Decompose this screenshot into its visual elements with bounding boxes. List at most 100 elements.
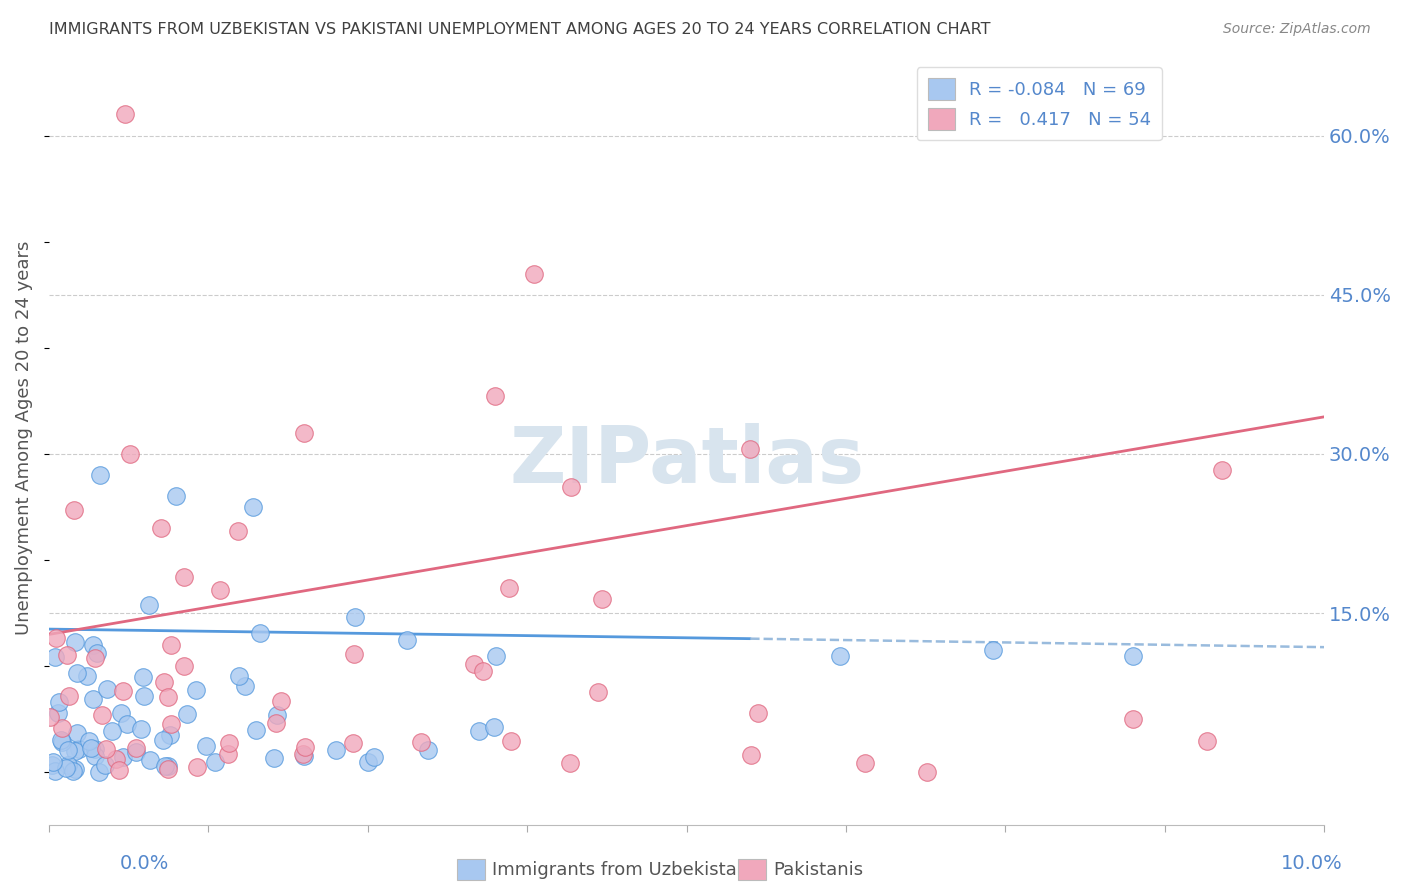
Point xyxy=(853,756,876,771)
Point xyxy=(58,742,80,756)
Point xyxy=(157,690,180,704)
Point xyxy=(560,480,582,494)
Point xyxy=(344,610,367,624)
Point xyxy=(111,750,134,764)
Point xyxy=(588,685,610,699)
Point xyxy=(62,764,84,778)
Point xyxy=(129,723,152,737)
Point xyxy=(418,743,440,757)
Point xyxy=(740,442,762,456)
Point xyxy=(159,638,181,652)
Point xyxy=(501,734,523,748)
Point xyxy=(80,741,103,756)
Point xyxy=(63,744,86,758)
Point xyxy=(159,728,181,742)
Point xyxy=(747,706,769,720)
Point xyxy=(42,755,65,769)
Point xyxy=(45,631,67,645)
Point xyxy=(55,761,77,775)
Point xyxy=(76,669,98,683)
Point xyxy=(139,753,162,767)
Point xyxy=(1122,648,1144,663)
Point xyxy=(194,739,217,754)
Point xyxy=(292,749,315,764)
Point xyxy=(152,732,174,747)
Point xyxy=(153,758,176,772)
Point xyxy=(51,722,73,736)
Point xyxy=(46,706,69,721)
Point xyxy=(63,762,86,776)
Y-axis label: Unemployment Among Ages 20 to 24 years: Unemployment Among Ages 20 to 24 years xyxy=(15,241,32,635)
Point xyxy=(591,592,613,607)
Point xyxy=(94,758,117,772)
Point xyxy=(226,524,249,539)
Point xyxy=(79,734,101,748)
Point xyxy=(66,665,89,680)
Point xyxy=(166,490,188,504)
Legend: R = -0.084   N = 69, R =   0.417   N = 54: R = -0.084 N = 69, R = 0.417 N = 54 xyxy=(917,68,1163,140)
Point xyxy=(263,750,285,764)
Point xyxy=(41,758,63,772)
Point xyxy=(218,736,240,750)
Point xyxy=(292,425,315,440)
Point xyxy=(1197,733,1219,747)
Point xyxy=(915,764,938,779)
Point xyxy=(484,720,506,734)
Point xyxy=(39,709,62,723)
Point xyxy=(96,681,118,696)
Text: Immigrants from Uzbekistan: Immigrants from Uzbekistan xyxy=(492,861,748,879)
Point xyxy=(468,723,491,738)
Point xyxy=(153,674,176,689)
Text: 0.0%: 0.0% xyxy=(120,854,169,873)
Point xyxy=(56,758,79,772)
Point xyxy=(740,747,762,762)
Text: Pakistanis: Pakistanis xyxy=(773,861,863,879)
Point xyxy=(463,657,485,672)
Point xyxy=(160,717,183,731)
Point xyxy=(498,581,520,595)
Point xyxy=(395,633,418,648)
Point xyxy=(485,649,508,664)
Point xyxy=(125,746,148,760)
Point xyxy=(242,500,264,514)
Point xyxy=(86,646,108,660)
Point xyxy=(138,599,160,613)
Point xyxy=(58,689,80,703)
Point xyxy=(82,638,104,652)
Point xyxy=(56,648,79,663)
Point xyxy=(245,723,267,737)
Point xyxy=(91,708,114,723)
Point xyxy=(157,758,180,772)
Point xyxy=(83,651,105,665)
Point xyxy=(105,752,128,766)
Point xyxy=(156,762,179,776)
Point xyxy=(67,742,90,756)
Point xyxy=(522,267,544,281)
Point xyxy=(228,669,250,683)
Point xyxy=(173,658,195,673)
Point xyxy=(343,647,366,661)
Point xyxy=(89,764,111,779)
Point xyxy=(342,736,364,750)
Point xyxy=(1211,463,1233,477)
Point xyxy=(111,684,134,698)
Point xyxy=(107,764,129,778)
Point xyxy=(49,732,72,747)
Point xyxy=(208,582,231,597)
Point xyxy=(173,570,195,584)
Point xyxy=(266,708,288,723)
Point xyxy=(100,723,122,738)
Point xyxy=(149,521,172,535)
Point xyxy=(131,670,153,684)
Point xyxy=(186,760,208,774)
Point xyxy=(292,747,315,761)
Point xyxy=(363,750,385,764)
Point xyxy=(110,706,132,720)
Point xyxy=(233,679,256,693)
Text: IMMIGRANTS FROM UZBEKISTAN VS PAKISTANI UNEMPLOYMENT AMONG AGES 20 TO 24 YEARS C: IMMIGRANTS FROM UZBEKISTAN VS PAKISTANI … xyxy=(49,22,991,37)
Text: Source: ZipAtlas.com: Source: ZipAtlas.com xyxy=(1223,22,1371,37)
Point xyxy=(44,764,66,778)
Point xyxy=(294,740,316,755)
Point xyxy=(981,643,1004,657)
Point xyxy=(409,735,432,749)
